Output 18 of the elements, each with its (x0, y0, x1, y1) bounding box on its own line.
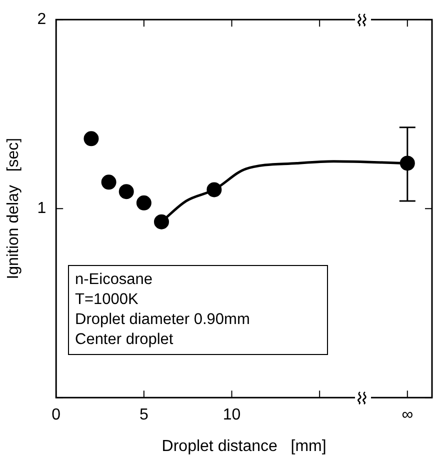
y-tick-label: 2 (37, 11, 46, 28)
annotation: Center droplet (75, 330, 174, 350)
annotation: n-Eicosane (75, 270, 154, 290)
point (118, 184, 134, 200)
point (136, 195, 152, 210)
x-tick-label: 5 (139, 406, 148, 424)
y-tick-label: 1 (37, 200, 46, 218)
annotation: T=1000K (75, 290, 140, 310)
x-tick-label: 10 (222, 406, 241, 424)
point (101, 174, 116, 190)
x-tick-label: ∞ (402, 406, 414, 424)
x-tick-label: 0 (52, 406, 61, 424)
point (154, 214, 169, 230)
annotation: Droplet diameter 0.90mm (75, 310, 251, 330)
x-axis-title: Droplet distance [mm] (162, 438, 326, 455)
point (206, 182, 222, 198)
point (84, 131, 99, 146)
y-axis-title: Ignition delay [sec] (5, 138, 22, 280)
